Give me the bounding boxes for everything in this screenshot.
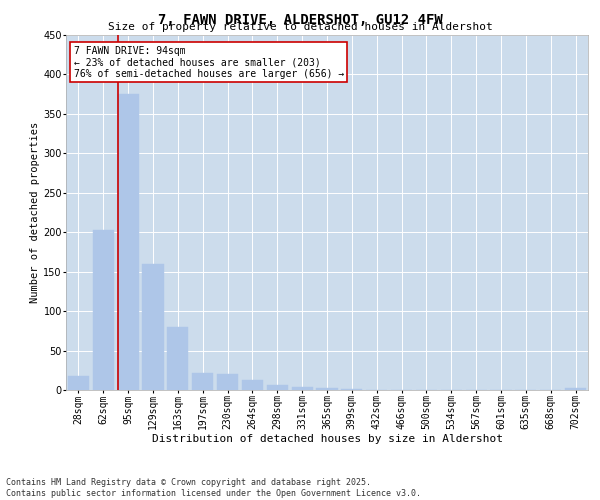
X-axis label: Distribution of detached houses by size in Aldershot: Distribution of detached houses by size … [151, 434, 503, 444]
Bar [292, 387, 313, 390]
Bar [118, 94, 139, 390]
Bar [192, 372, 213, 390]
Bar [565, 388, 586, 390]
Y-axis label: Number of detached properties: Number of detached properties [31, 122, 40, 303]
Bar [217, 374, 238, 390]
Text: Size of property relative to detached houses in Aldershot: Size of property relative to detached ho… [107, 22, 493, 32]
Text: 7 FAWN DRIVE: 94sqm
← 23% of detached houses are smaller (203)
76% of semi-detac: 7 FAWN DRIVE: 94sqm ← 23% of detached ho… [74, 46, 344, 79]
Bar [267, 386, 288, 390]
Bar [93, 230, 114, 390]
Bar [316, 388, 338, 390]
Bar [341, 389, 362, 390]
Bar [68, 376, 89, 390]
Bar [242, 380, 263, 390]
Bar [142, 264, 164, 390]
Text: Contains HM Land Registry data © Crown copyright and database right 2025.
Contai: Contains HM Land Registry data © Crown c… [6, 478, 421, 498]
Text: 7, FAWN DRIVE, ALDERSHOT, GU12 4FW: 7, FAWN DRIVE, ALDERSHOT, GU12 4FW [158, 12, 442, 26]
Bar [167, 327, 188, 390]
